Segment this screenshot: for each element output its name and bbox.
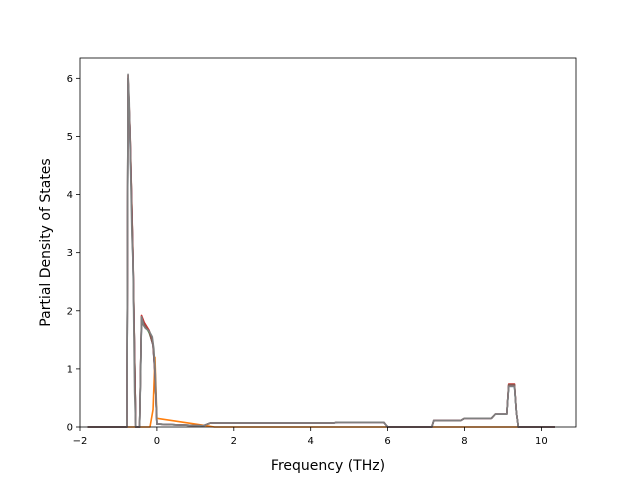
series-line-3	[87, 77, 555, 428]
x-tick-label: 0	[154, 436, 160, 447]
y-tick-label: 3	[67, 248, 73, 259]
y-tick-label: 2	[67, 306, 73, 317]
series-line-7	[87, 73, 555, 428]
y-tick-label: 1	[67, 364, 73, 375]
series-line-6	[87, 77, 555, 428]
x-tick-label: 10	[535, 436, 548, 447]
x-tick-label: −2	[73, 436, 88, 447]
y-axis-label: Partial Density of States	[38, 158, 54, 326]
series-line-4	[87, 74, 555, 428]
series-line-2	[87, 356, 555, 428]
x-tick-label: 8	[461, 436, 467, 447]
series-line-1	[87, 83, 555, 428]
x-tick-label: 4	[308, 436, 314, 447]
y-tick-label: 5	[67, 132, 73, 143]
x-axis-label: Frequency (THz)	[271, 458, 385, 474]
series-layer	[87, 73, 555, 428]
x-tick-label: 6	[384, 436, 390, 447]
x-tick-label: 2	[231, 436, 237, 447]
plot-frame	[79, 57, 577, 428]
y-tick-label: 4	[67, 190, 73, 201]
series-line-5	[87, 77, 555, 428]
y-tick-label: 6	[67, 74, 73, 85]
y-tick-label: 0	[67, 423, 73, 434]
